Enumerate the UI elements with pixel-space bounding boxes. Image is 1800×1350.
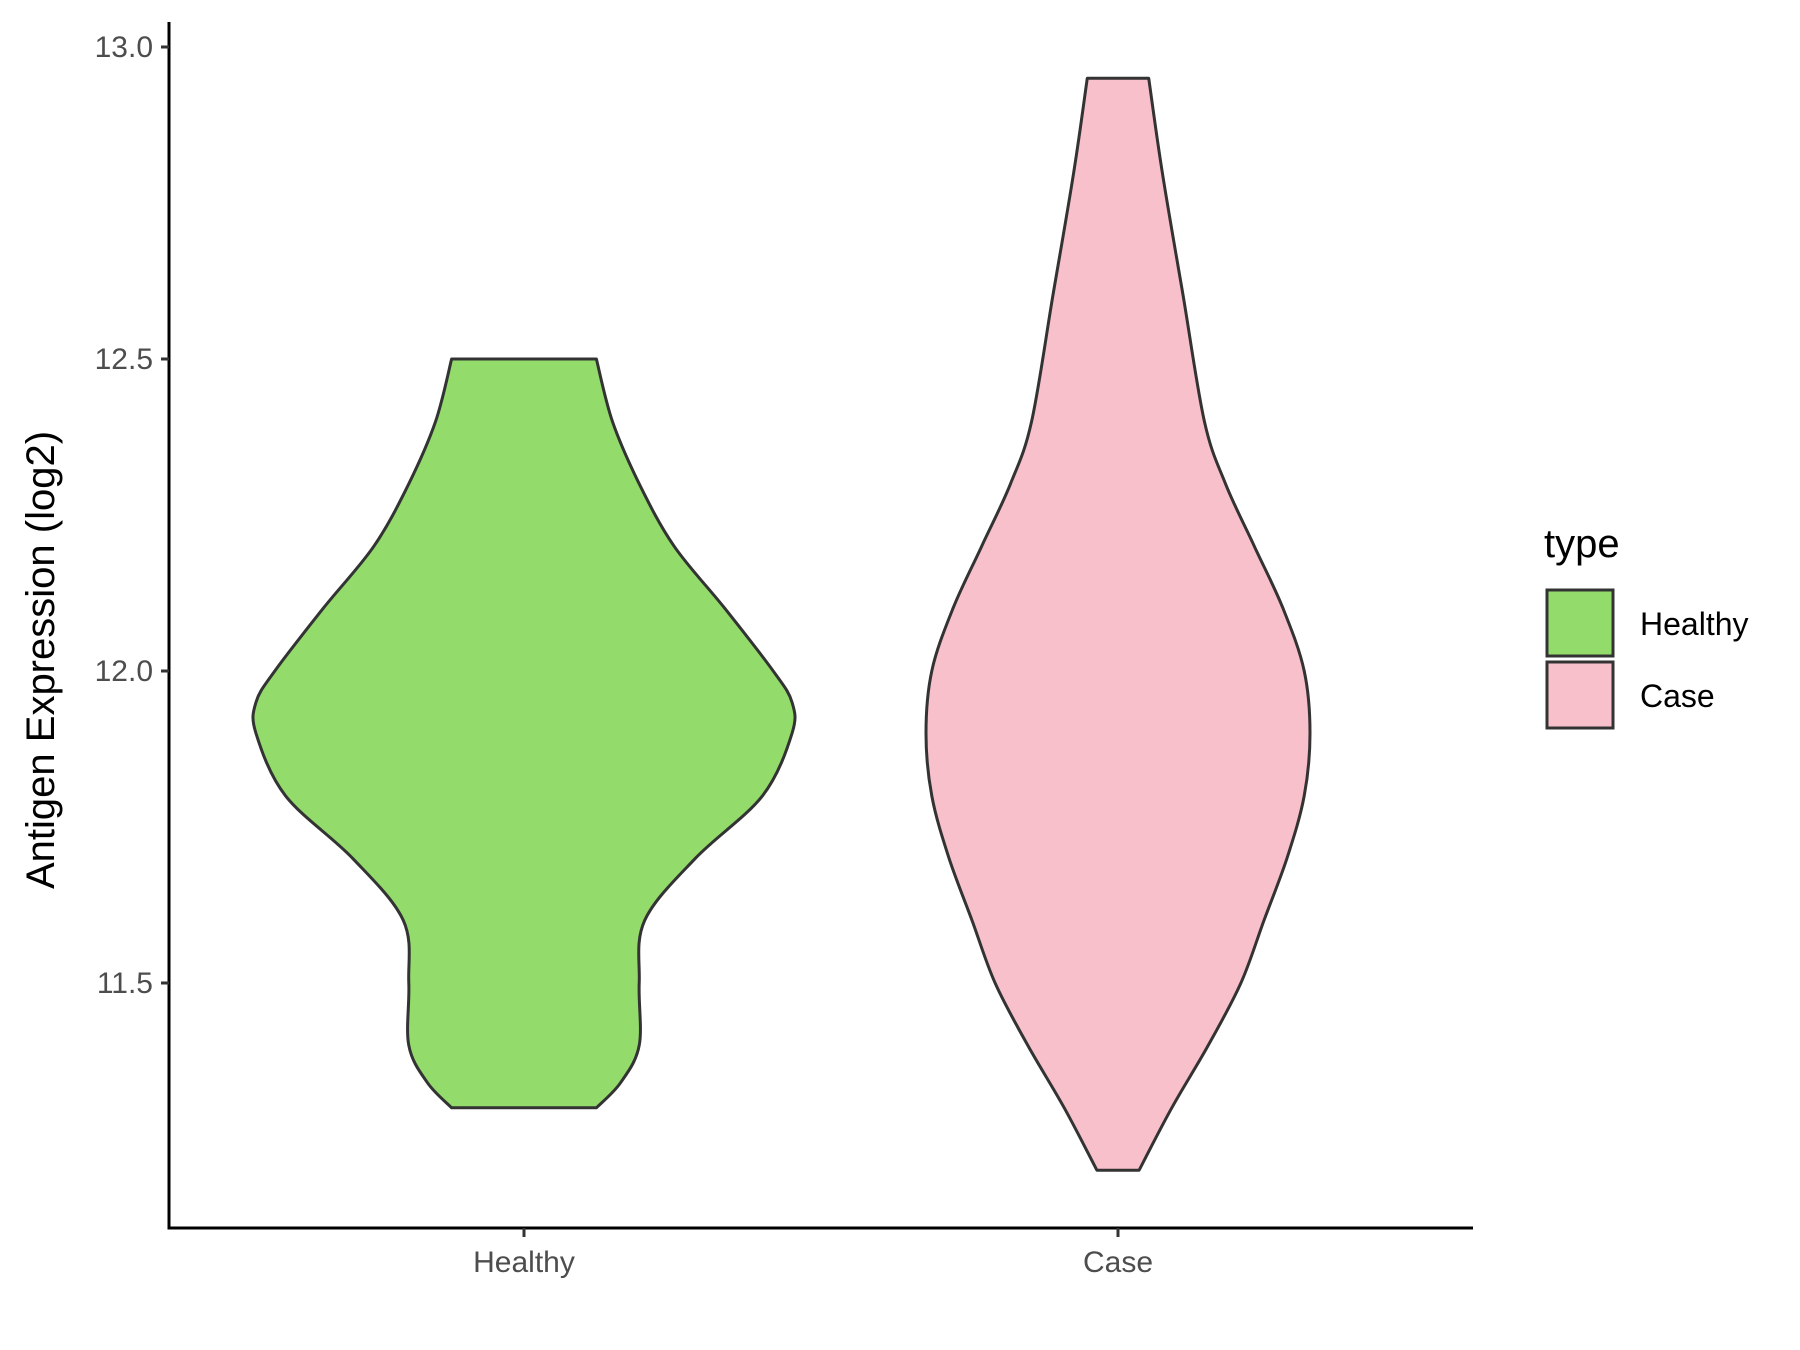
y-tick-label: 12.0	[95, 655, 153, 688]
violin-healthy	[251, 357, 797, 1110]
legend-entries: Healthy Case	[1545, 588, 1749, 730]
x-ticks: Healthy Case	[473, 1228, 1153, 1279]
x-tick-label: Case	[1083, 1246, 1153, 1279]
y-axis-title: Antigen Expression (log2)	[19, 431, 63, 889]
legend-label-healthy: Healthy	[1640, 606, 1749, 642]
violin-case	[924, 76, 1312, 1172]
legend-swatch-healthy	[1545, 588, 1615, 658]
plot-area	[251, 76, 1312, 1172]
y-ticks: 11.5 12.0 12.5 13.0	[95, 31, 169, 1000]
y-tick-label: 13.0	[95, 31, 153, 64]
legend: type Healthy Case	[1544, 522, 1749, 730]
y-tick-label: 12.5	[95, 343, 153, 376]
x-tick-label: Healthy	[473, 1246, 575, 1279]
legend-label-case: Case	[1640, 678, 1715, 714]
legend-title: type	[1544, 522, 1620, 566]
axes	[167, 22, 1473, 1230]
legend-swatch-case	[1545, 660, 1615, 730]
y-tick-label: 11.5	[97, 967, 153, 1000]
